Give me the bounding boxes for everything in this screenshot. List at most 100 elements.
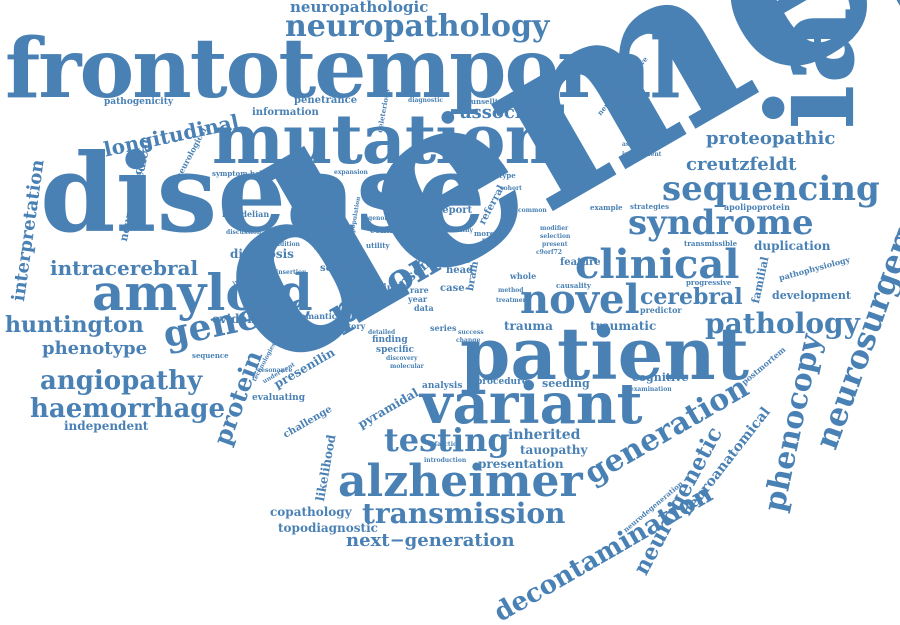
word-testing: testing	[384, 421, 510, 459]
word-result: result	[482, 237, 502, 244]
word-genotype: genotype	[480, 171, 516, 180]
word-resonance: resonance	[258, 367, 293, 374]
word-inherited: inherited	[508, 427, 581, 443]
word-healthy: healthy	[448, 227, 473, 234]
word-penetrance: penetrance	[294, 95, 358, 106]
word-variant: variant	[420, 371, 643, 437]
word-practice: practice	[314, 241, 346, 250]
word-pathogenicity: pathogenicity	[104, 97, 174, 107]
word-condition: condition	[268, 241, 300, 248]
word-huntington: huntington	[5, 312, 144, 338]
word-family: family	[350, 295, 375, 304]
word-treatment: treatment	[496, 297, 530, 304]
word-injury: injury	[372, 283, 406, 294]
word-pathology: pathology	[705, 307, 860, 340]
word-genome: genome	[368, 215, 395, 222]
word-mutation: mutation	[212, 100, 554, 180]
word-novel: novel	[520, 276, 640, 323]
word-procedure: procedure	[476, 377, 528, 387]
word-evaluating: evaluating	[252, 393, 305, 403]
word-development: development	[772, 289, 852, 302]
word-presentation: presentation	[478, 457, 564, 471]
word-angiopathy: angiopathy	[40, 366, 203, 396]
word-information: information	[252, 107, 319, 118]
word-detailed: detailed	[368, 329, 396, 336]
word-trauma: trauma	[504, 319, 553, 333]
word-molecular: molecular	[390, 363, 424, 370]
word-series: series	[430, 323, 457, 333]
word-semantic: semantic	[296, 311, 337, 321]
word-examination: examination	[630, 386, 672, 393]
word-sequencing: sequencing	[662, 169, 880, 209]
word-finding: finding	[372, 335, 408, 345]
word-success: success	[458, 329, 484, 336]
word-diagnostic: diagnostic	[408, 97, 444, 104]
word-amyloid: amyloid	[92, 263, 313, 322]
word-utility: utility	[366, 241, 390, 250]
word-strategies: strategies	[630, 202, 670, 211]
word-neuropathologic: neuropathologic	[290, 0, 429, 16]
word-associated: associated	[460, 102, 566, 123]
word-seizure: seizure	[320, 263, 361, 274]
word-disease: disease	[40, 131, 486, 257]
word-data: data	[414, 303, 434, 313]
word-report: report	[437, 205, 473, 216]
word-year: year	[408, 294, 428, 304]
word-diagnosis: diagnosis	[230, 247, 294, 261]
word-duplication: duplication	[754, 239, 831, 253]
word-frontotemporal: frontotemporal	[5, 21, 681, 117]
word-next-generation: next−generation	[346, 530, 515, 551]
word-syndrome: syndrome	[628, 203, 814, 243]
word-modifier: modifier	[540, 225, 569, 232]
word-symptom-behavioral: symptom behavioral	[212, 169, 292, 178]
word-c9orf72: c9orf72	[536, 249, 562, 256]
word-whole: whole	[510, 271, 537, 281]
word-transmissible: transmissible	[684, 239, 738, 248]
word-specific: specific	[376, 345, 415, 355]
word-lower: lower	[426, 237, 445, 244]
word-creutzfeldt: creutzfeldt	[686, 154, 797, 175]
word-evidence: evidence	[212, 312, 271, 326]
word-panel: panel	[326, 249, 364, 263]
word-assessment: assessment	[622, 141, 661, 148]
word-rare: rare	[410, 285, 429, 295]
word-phenotype: phenotype	[42, 338, 148, 359]
word-selection: selection	[540, 233, 571, 240]
word-ia: ia	[741, 6, 882, 130]
word-intracerebral: intracerebral	[50, 256, 199, 280]
word-ethic: ethic	[448, 255, 471, 265]
word-change: change	[456, 337, 481, 344]
word-present: present	[542, 241, 568, 248]
word-sequence: sequence	[192, 351, 229, 360]
word-likelihood: likelihood	[313, 433, 339, 503]
word-clinical: clinical	[575, 241, 740, 288]
word-head: head	[446, 265, 474, 276]
word-topodiagnostic: topodiagnostic	[278, 521, 378, 535]
word-cohort: cohort	[500, 185, 522, 192]
word-literature: literature	[440, 195, 473, 202]
word-causality: causality	[556, 281, 591, 290]
word-cerebral: cerebral	[640, 284, 743, 310]
word-discussion: discussion	[226, 229, 262, 236]
word-transmission: transmission	[362, 497, 566, 530]
word-introduction: introduction	[424, 457, 467, 464]
word-patient: patient	[460, 311, 750, 396]
word-expansion: expansion	[334, 169, 368, 176]
word-history: history	[334, 321, 366, 331]
word-progressive: progressive	[686, 278, 732, 287]
word-discovery: discovery	[386, 355, 418, 362]
word-infarction: infarction	[428, 441, 462, 448]
word-neuropathology: neuropathology	[285, 9, 550, 44]
word-pathophysiology: pathophysiology	[777, 254, 852, 283]
word-mendelian: mendelian	[222, 209, 270, 219]
word-cognitive: cognitive	[632, 371, 689, 384]
word-haemorrhage: haemorrhage	[30, 394, 226, 424]
word-familial: familial	[749, 255, 772, 305]
word-analysis: analysis	[422, 381, 463, 391]
word-seeding: seeding	[542, 377, 590, 390]
word-alzheimer: alzheimer	[338, 456, 583, 507]
word-common: common	[518, 207, 547, 214]
word-predictor: predictor	[640, 305, 682, 315]
word-copathology: copathology	[270, 505, 352, 519]
